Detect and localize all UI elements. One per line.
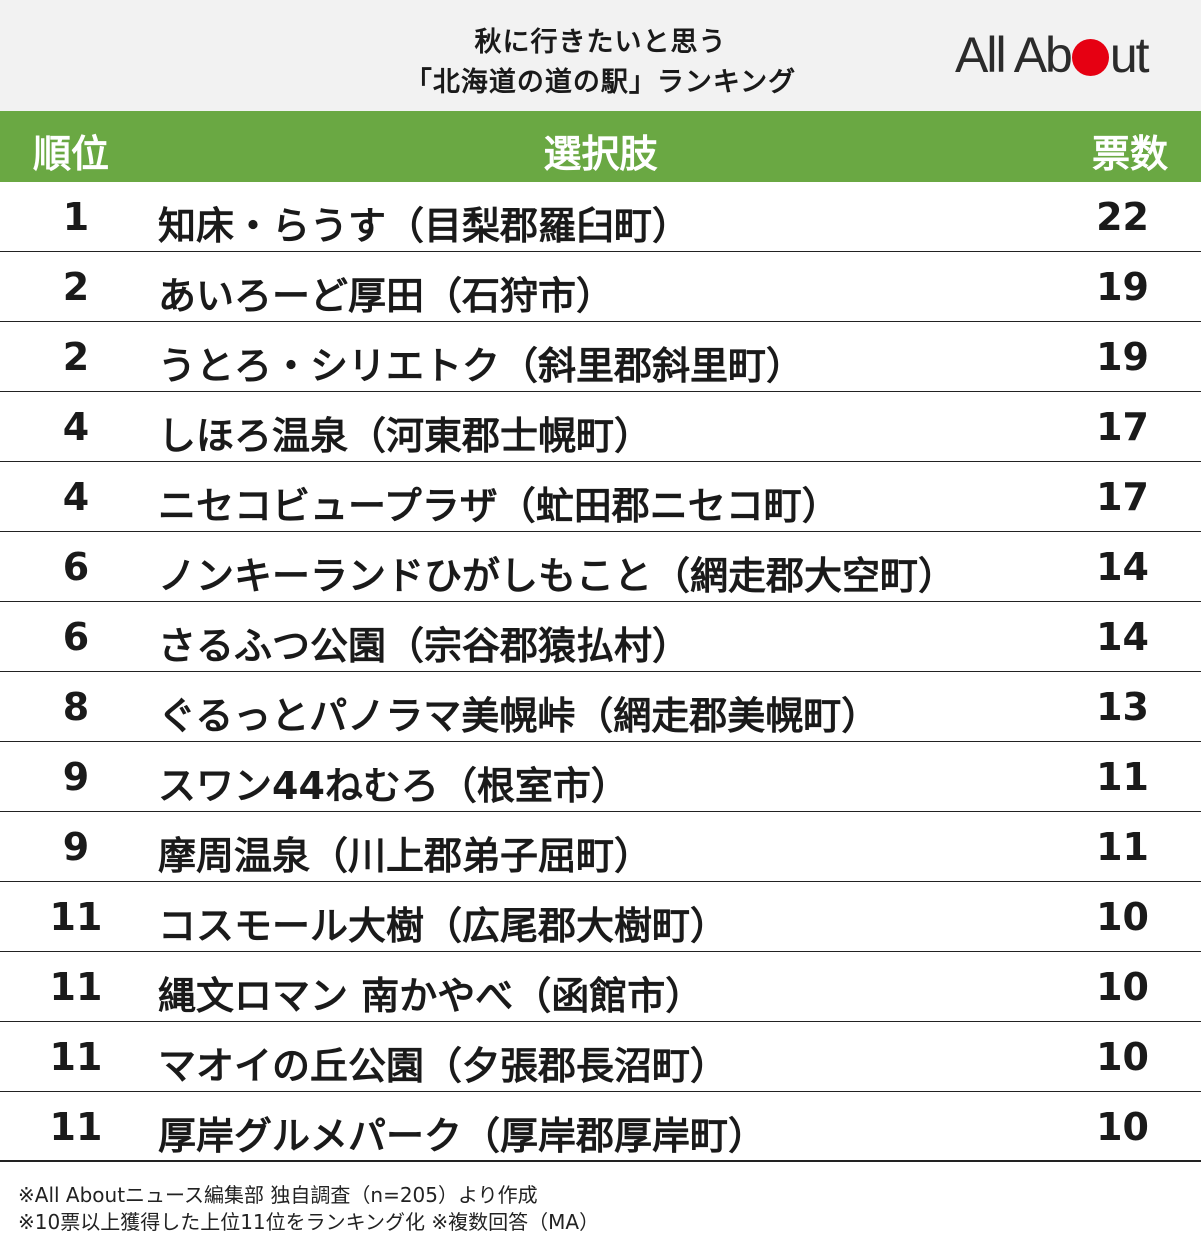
rank-cell: 2 [62, 265, 90, 309]
logo-text-part2: ut [1109, 27, 1150, 83]
votes-cell: 10 [1096, 1105, 1149, 1149]
choice-cell: ニセコビュープラザ（虻田郡ニセコ町） [158, 484, 840, 528]
votes-cell: 11 [1096, 755, 1149, 799]
choice-cell: しほろ温泉（河東郡士幌町） [158, 414, 653, 458]
choice-cell: あいろーど厚田（石狩市） [158, 274, 615, 318]
logo-red-dot-icon [1071, 38, 1109, 76]
rank-cell: 11 [49, 965, 103, 1009]
choice-cell: スワン44ねむろ（根室市） [158, 764, 629, 808]
rank-cell: 6 [62, 545, 90, 589]
rank-cell: 6 [62, 615, 90, 659]
votes-cell: 13 [1096, 685, 1149, 729]
table-row: 8 ぐるっとパノラマ美幌峠（網走郡美幌町） 13 [0, 672, 1201, 742]
table-row: 2 あいろーど厚田（石狩市） 19 [0, 252, 1201, 322]
table-row: 1 知床・らうす（目梨郡羅臼町） 22 [0, 182, 1201, 252]
table-row: 11 厚岸グルメパーク（厚岸郡厚岸町） 10 [0, 1092, 1201, 1162]
rank-cell: 4 [62, 405, 90, 449]
choice-cell: 知床・らうす（目梨郡羅臼町） [158, 204, 691, 248]
ranking-table-body: 1 知床・らうす（目梨郡羅臼町） 22 2 あいろーど厚田（石狩市） 19 2 うとろ・シリエ… [0, 182, 1201, 1162]
table-header: 順位 選択肢 票数 [0, 111, 1201, 182]
votes-cell: 10 [1096, 965, 1149, 1009]
votes-cell: 19 [1096, 335, 1149, 379]
footnote-survey: ※All Aboutニュース編集部 独自調査（n=205）より作成 [18, 1183, 538, 1207]
choice-cell: コスモール大樹（広尾郡大樹町） [158, 904, 729, 948]
page-title-line2: 「北海道の道の駅」ランキング [404, 67, 797, 98]
table-row: 4 しほろ温泉（河東郡士幌町） 17 [0, 392, 1201, 462]
votes-cell: 17 [1096, 475, 1149, 519]
votes-cell: 10 [1096, 1035, 1149, 1079]
votes-cell: 22 [1096, 195, 1149, 239]
table-row: 9 摩周温泉（川上郡弟子屈町） 11 [0, 812, 1201, 882]
rank-cell: 2 [62, 335, 90, 379]
votes-cell: 11 [1096, 825, 1149, 869]
votes-cell: 14 [1096, 615, 1149, 659]
title-banner: 秋に行きたいと思う 「北海道の道の駅」ランキング All Ab ut [0, 0, 1201, 111]
rank-cell: 8 [62, 685, 90, 729]
header-votes: 票数 [1091, 132, 1168, 176]
footnote-method: ※10票以上獲得した上位11位をランキング化 ※複数回答（MA） [18, 1210, 600, 1234]
choice-cell: 摩周温泉（川上郡弟子屈町） [158, 834, 653, 878]
rank-cell: 11 [49, 1035, 103, 1079]
table-row: 11 マオイの丘公園（夕張郡長沼町） 10 [0, 1022, 1201, 1092]
votes-cell: 17 [1096, 405, 1149, 449]
choice-cell: ノンキーランドひがしもこと（網走郡大空町） [158, 554, 957, 598]
rank-cell: 9 [62, 755, 90, 799]
table-row: 6 さるふつ公園（宗谷郡猿払村） 14 [0, 602, 1201, 672]
table-row: 11 縄文ロマン 南かやべ（函館市） 10 [0, 952, 1201, 1022]
choice-cell: うとろ・シリエトク（斜里郡斜里町） [158, 344, 805, 388]
votes-cell: 10 [1096, 895, 1149, 939]
header-choice: 選択肢 [543, 132, 658, 176]
table-row: 11 コスモール大樹（広尾郡大樹町） 10 [0, 882, 1201, 952]
votes-cell: 19 [1096, 265, 1149, 309]
votes-cell: 14 [1096, 545, 1149, 589]
table-row: 2 うとろ・シリエトク（斜里郡斜里町） 19 [0, 322, 1201, 392]
choice-cell: さるふつ公園（宗谷郡猿払村） [158, 624, 691, 668]
footnotes: ※All Aboutニュース編集部 独自調査（n=205）より作成 ※10票以上… [18, 1182, 599, 1236]
table-row: 6 ノンキーランドひがしもこと（網走郡大空町） 14 [0, 532, 1201, 602]
choice-cell: マオイの丘公園（夕張郡長沼町） [158, 1044, 729, 1088]
all-about-logo: All Ab ut [955, 27, 1150, 83]
logo-text-part1: All Ab [955, 27, 1073, 83]
choice-cell: 厚岸グルメパーク（厚岸郡厚岸町） [158, 1114, 767, 1158]
rank-cell: 11 [49, 1105, 103, 1149]
choice-cell: 縄文ロマン 南かやべ（函館市） [158, 974, 704, 1018]
table-row: 4 ニセコビュープラザ（虻田郡ニセコ町） 17 [0, 462, 1201, 532]
choice-cell: ぐるっとパノラマ美幌峠（網走郡美幌町） [158, 694, 880, 738]
header-rank: 順位 [33, 132, 110, 176]
table-row: 9 スワン44ねむろ（根室市） 11 [0, 742, 1201, 812]
rank-cell: 11 [49, 895, 103, 939]
rank-cell: 9 [62, 825, 90, 869]
rank-cell: 1 [62, 195, 90, 239]
rank-cell: 4 [62, 475, 90, 519]
page-title-line1: 秋に行きたいと思う [474, 27, 727, 58]
